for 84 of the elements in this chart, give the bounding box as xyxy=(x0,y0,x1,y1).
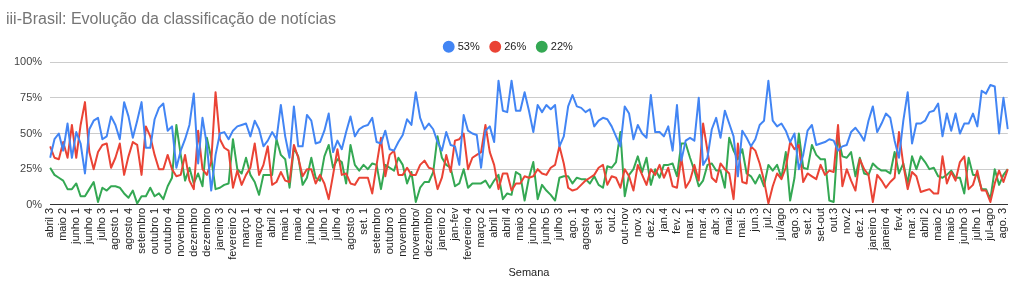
x-tick-label: maio 4 xyxy=(291,207,304,241)
x-axis-title: Semana xyxy=(508,266,551,279)
x-tick-label: out.2 xyxy=(604,207,617,233)
x-tick-label: junho 2 xyxy=(304,207,317,245)
x-tick-label: abril 4 xyxy=(500,207,513,238)
x-tick-label: julho 4 xyxy=(330,207,343,242)
x-tick-label: julho 3 xyxy=(552,207,565,242)
x-tick-label: set. 2 xyxy=(800,207,813,235)
x-tick-label: junho 1 xyxy=(69,207,82,245)
x-tick-label: dezembro xyxy=(186,207,199,257)
x-tick-label: outubro 3 xyxy=(382,207,395,255)
x-tick-label: jan.4 xyxy=(656,207,669,233)
x-tick-label: fev.4 xyxy=(892,207,905,231)
x-tick-label: ago. 3 xyxy=(787,207,800,239)
x-tick-label: mai.2 xyxy=(722,207,735,235)
x-tick-label: set. 1 xyxy=(356,207,369,235)
x-tick-label: agosto 3 xyxy=(343,207,356,251)
x-tick-label: dezembro xyxy=(199,207,212,257)
x-tick-label: março 1 xyxy=(239,207,252,248)
x-tick-label: setembro xyxy=(134,207,147,254)
x-tick-label: outubro 1 xyxy=(147,207,160,255)
x-tick-label: maio 2 xyxy=(931,207,944,241)
x-tick-label: novembro xyxy=(395,207,408,257)
x-tick-label: janeiro 3 xyxy=(212,207,225,252)
x-tick-label: ago. 1 xyxy=(565,207,578,239)
x-tick-label: agosto 4 xyxy=(578,207,591,251)
x-tick-label: maio 1 xyxy=(278,207,291,241)
x-tick-label: janeiro 2 xyxy=(434,207,447,252)
x-tick-label: mar. 4 xyxy=(696,207,709,239)
x-tick-label: janeiro 1 xyxy=(865,207,878,252)
y-tick-label: 75% xyxy=(20,90,43,103)
x-tick-label: fevereiro 4 xyxy=(461,207,474,260)
x-tick-label: mai. 5 xyxy=(735,207,748,238)
x-tick-label: julho 1 xyxy=(970,207,983,242)
x-tick-label: junho 3 xyxy=(957,207,970,245)
x-tick-label: agosto 4 xyxy=(121,207,134,251)
x-tick-label: ago. 3 xyxy=(996,207,1009,239)
x-tick-label: dez. 1 xyxy=(852,207,865,238)
x-tick-label: junho 2 xyxy=(526,207,539,245)
x-tick-label: março 2 xyxy=(474,207,487,248)
legend-label: 53% xyxy=(457,39,480,52)
x-tick-label: jan-fev xyxy=(448,207,460,242)
x-tick-label: setembro xyxy=(369,207,382,254)
x-tick-label: novembro xyxy=(173,207,186,257)
x-tick-label: outubro 4 xyxy=(160,207,173,255)
x-tick-label: dez. 2 xyxy=(643,207,656,238)
x-tick-label: out-nov xyxy=(617,207,630,245)
x-tick-label: jun.3 xyxy=(748,207,761,233)
x-tick-label: agosto 1 xyxy=(108,207,121,251)
y-tick-label: 0% xyxy=(26,197,43,210)
x-tick-label: julho 3 xyxy=(95,207,108,242)
x-tick-label: junho 4 xyxy=(82,207,95,245)
x-tick-label: abril 1 xyxy=(487,207,500,238)
x-tick-label: fev. 2 xyxy=(670,207,682,234)
x-tick-label: junho 5 xyxy=(539,207,552,245)
x-tick-label: set. 3 xyxy=(591,207,604,235)
x-tick-label: abril 3 xyxy=(43,207,56,238)
x-tick-label: fevereiro 2 xyxy=(225,207,238,260)
x-tick-label: set-out xyxy=(813,207,826,242)
x-tick-label: out.3 xyxy=(826,207,839,233)
y-tick-label: 25% xyxy=(20,162,43,175)
legend-label: 26% xyxy=(504,39,527,52)
x-tick-label: julho 1 xyxy=(317,207,330,242)
x-tick-label: abril 2 xyxy=(918,207,931,238)
x-tick-label: abril 2 xyxy=(265,207,278,238)
x-tick-label: dezembro xyxy=(421,207,434,257)
x-tick-label: jul-ago xyxy=(983,207,996,242)
x-tick-label: maio 2 xyxy=(56,207,69,241)
x-tick-label: mar. 1 xyxy=(683,207,696,239)
x-tick-label: maio 5 xyxy=(944,207,957,241)
x-tick-label: jul.2 xyxy=(761,207,774,230)
y-tick-label: 50% xyxy=(20,126,43,139)
chart-title: iii-Brasil: Evolução da classificação de notícias xyxy=(6,10,336,28)
x-tick-label: maio 3 xyxy=(513,207,526,241)
x-tick-label: novembro/ xyxy=(408,206,421,260)
x-tick-label: nov.2 xyxy=(839,207,852,234)
x-tick-label: jul/ago xyxy=(774,207,787,242)
x-tick-label: março 4 xyxy=(252,207,265,248)
x-tick-label: janeiro 4 xyxy=(878,207,891,252)
y-tick-label: 100% xyxy=(13,55,43,68)
x-tick-label: mar. 3 xyxy=(905,207,918,239)
x-tick-label: abr. 3 xyxy=(709,207,722,236)
x-tick-label: nov. 3 xyxy=(630,207,643,237)
legend-label: 22% xyxy=(550,39,573,52)
